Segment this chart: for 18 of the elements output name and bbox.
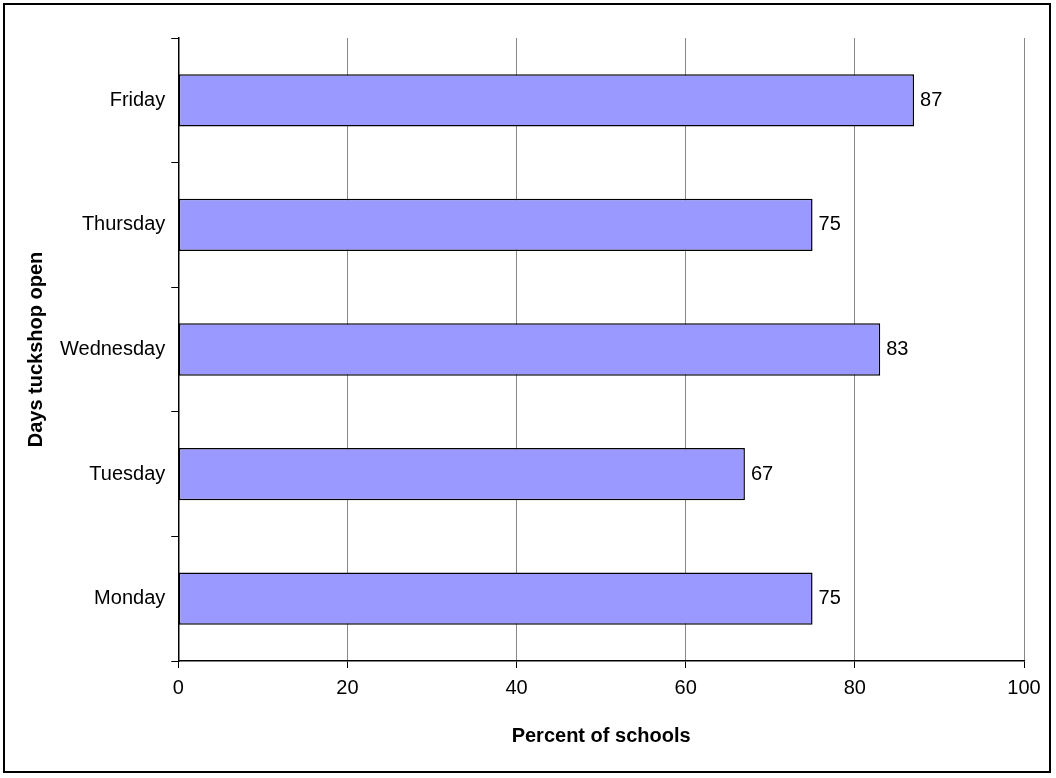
data-label: 75 bbox=[818, 212, 841, 235]
x-axis-title: Percent of schools bbox=[511, 723, 691, 746]
data-label: 75 bbox=[818, 586, 841, 609]
y-tick-label: Wednesday bbox=[59, 337, 166, 360]
data-label: 83 bbox=[886, 337, 909, 360]
data-label: 87 bbox=[920, 87, 943, 110]
x-tick-label: 20 bbox=[336, 675, 359, 698]
y-tick-label: Thursday bbox=[81, 212, 166, 235]
x-tick-label: 40 bbox=[505, 675, 528, 698]
x-tick-label: 100 bbox=[1007, 675, 1041, 698]
x-tick-label: 60 bbox=[674, 675, 697, 698]
y-tick-label: Friday bbox=[109, 87, 166, 110]
data-label: 67 bbox=[750, 461, 774, 484]
x-tick-label: 80 bbox=[843, 675, 866, 698]
y-tick-label: Monday bbox=[94, 586, 166, 609]
y-tick-label: Tuesday bbox=[89, 461, 166, 484]
x-tick-label: 0 bbox=[172, 675, 184, 698]
y-axis-title: Days tuckshop open bbox=[23, 251, 46, 448]
